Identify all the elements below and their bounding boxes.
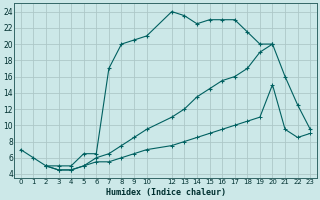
X-axis label: Humidex (Indice chaleur): Humidex (Indice chaleur) [106, 188, 226, 197]
